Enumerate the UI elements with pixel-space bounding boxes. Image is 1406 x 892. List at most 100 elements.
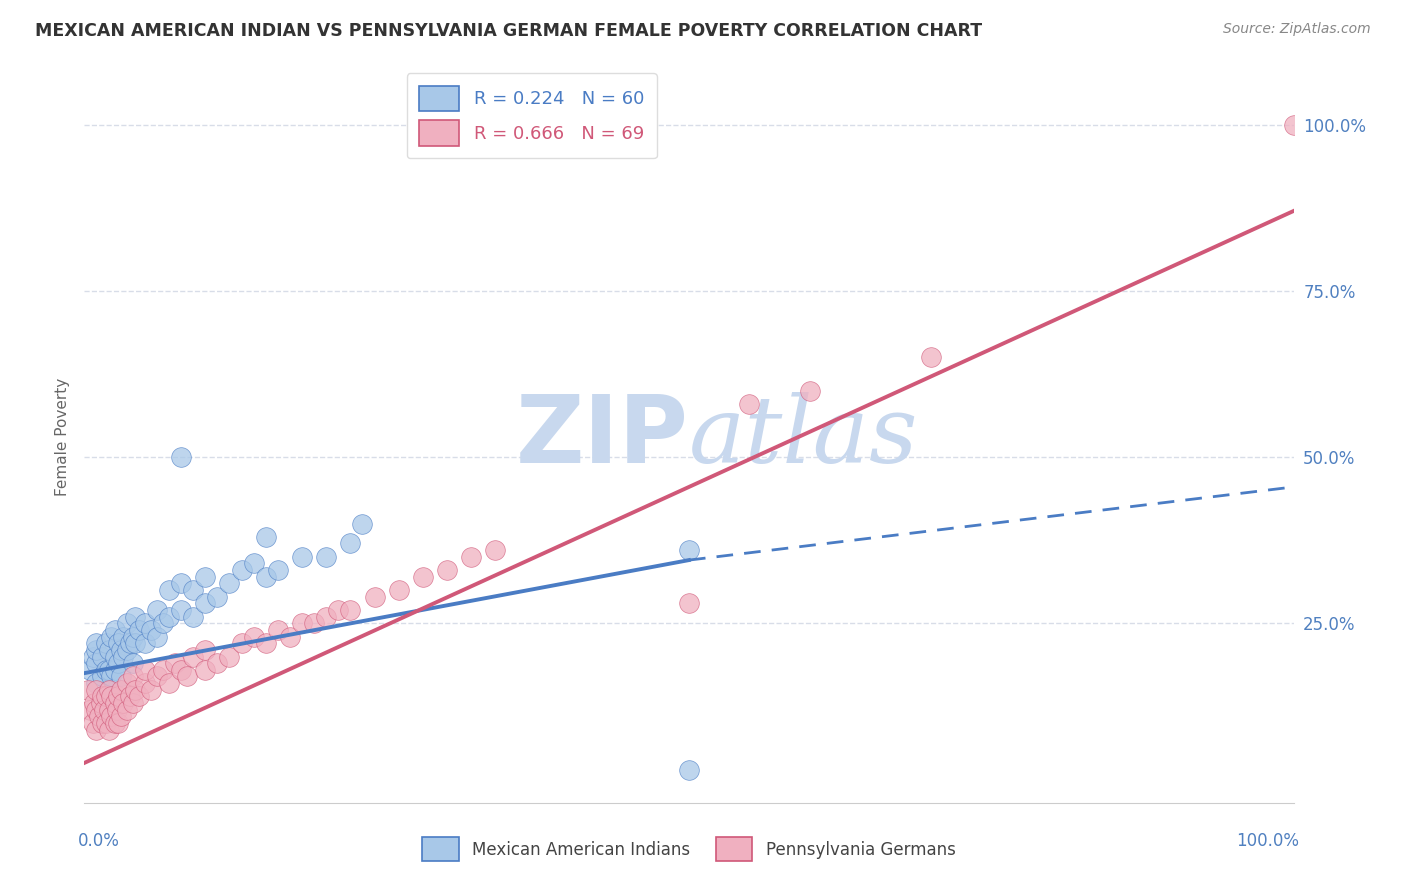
Point — [134, 616, 156, 631]
Point — [170, 450, 193, 464]
Point — [194, 663, 217, 677]
Point — [115, 703, 138, 717]
Point — [97, 703, 120, 717]
Point — [134, 636, 156, 650]
Point — [278, 630, 301, 644]
Point — [242, 630, 264, 644]
Point — [90, 696, 112, 710]
Point — [97, 643, 120, 657]
Point — [110, 709, 132, 723]
Point — [107, 636, 129, 650]
Point — [97, 723, 120, 737]
Point — [267, 623, 290, 637]
Point — [97, 663, 120, 677]
Point — [146, 630, 169, 644]
Point — [738, 397, 761, 411]
Point — [678, 596, 700, 610]
Point — [82, 649, 104, 664]
Point — [104, 649, 127, 664]
Point — [124, 609, 146, 624]
Point — [79, 703, 101, 717]
Point — [77, 682, 100, 697]
Point — [107, 690, 129, 704]
Point — [112, 630, 135, 644]
Point — [104, 716, 127, 731]
Point — [104, 663, 127, 677]
Point — [94, 690, 117, 704]
Point — [110, 682, 132, 697]
Point — [97, 682, 120, 697]
Point — [339, 536, 361, 550]
Point — [436, 563, 458, 577]
Point — [484, 543, 506, 558]
Point — [91, 649, 114, 664]
Point — [115, 676, 138, 690]
Point — [194, 570, 217, 584]
Point — [100, 690, 122, 704]
Point — [79, 663, 101, 677]
Point — [104, 696, 127, 710]
Point — [207, 590, 229, 604]
Y-axis label: Female Poverty: Female Poverty — [55, 378, 70, 496]
Point — [91, 669, 114, 683]
Text: MEXICAN AMERICAN INDIAN VS PENNSYLVANIA GERMAN FEMALE POVERTY CORRELATION CHART: MEXICAN AMERICAN INDIAN VS PENNSYLVANIA … — [35, 22, 983, 40]
Point — [352, 516, 374, 531]
Point — [388, 582, 411, 597]
Point — [181, 582, 204, 597]
Point — [170, 576, 193, 591]
Point — [218, 649, 240, 664]
Point — [110, 669, 132, 683]
Point — [165, 656, 187, 670]
Point — [157, 676, 180, 690]
Point — [139, 682, 162, 697]
Point — [1282, 118, 1305, 132]
Point — [176, 669, 198, 683]
Point — [120, 636, 142, 650]
Point — [112, 649, 135, 664]
Point — [267, 563, 290, 577]
Point — [94, 663, 117, 677]
Point — [86, 682, 108, 697]
Point — [146, 603, 169, 617]
Point — [254, 636, 277, 650]
Text: Source: ZipAtlas.com: Source: ZipAtlas.com — [1223, 22, 1371, 37]
Point — [121, 656, 143, 670]
Point — [207, 656, 229, 670]
Point — [194, 643, 217, 657]
Point — [115, 643, 138, 657]
Point — [110, 643, 132, 657]
Point — [139, 623, 162, 637]
Point — [291, 549, 314, 564]
Point — [231, 636, 253, 650]
Point — [105, 703, 128, 717]
Point — [94, 716, 117, 731]
Point — [91, 716, 114, 731]
Point — [128, 623, 150, 637]
Point — [218, 576, 240, 591]
Point — [339, 603, 361, 617]
Point — [170, 663, 193, 677]
Point — [121, 630, 143, 644]
Point — [134, 676, 156, 690]
Point — [115, 616, 138, 631]
Point — [100, 709, 122, 723]
Point — [254, 570, 277, 584]
Point — [460, 549, 482, 564]
Point — [157, 582, 180, 597]
Point — [181, 609, 204, 624]
Point — [315, 549, 337, 564]
Text: atlas: atlas — [689, 392, 918, 482]
Point — [363, 590, 385, 604]
Text: 0.0%: 0.0% — [79, 832, 120, 850]
Point — [254, 530, 277, 544]
Point — [121, 669, 143, 683]
Point — [112, 696, 135, 710]
Point — [194, 596, 217, 610]
Point — [104, 623, 127, 637]
Point — [120, 690, 142, 704]
Point — [87, 709, 110, 723]
Point — [86, 643, 108, 657]
Point — [134, 663, 156, 677]
Point — [91, 690, 114, 704]
Point — [124, 636, 146, 650]
